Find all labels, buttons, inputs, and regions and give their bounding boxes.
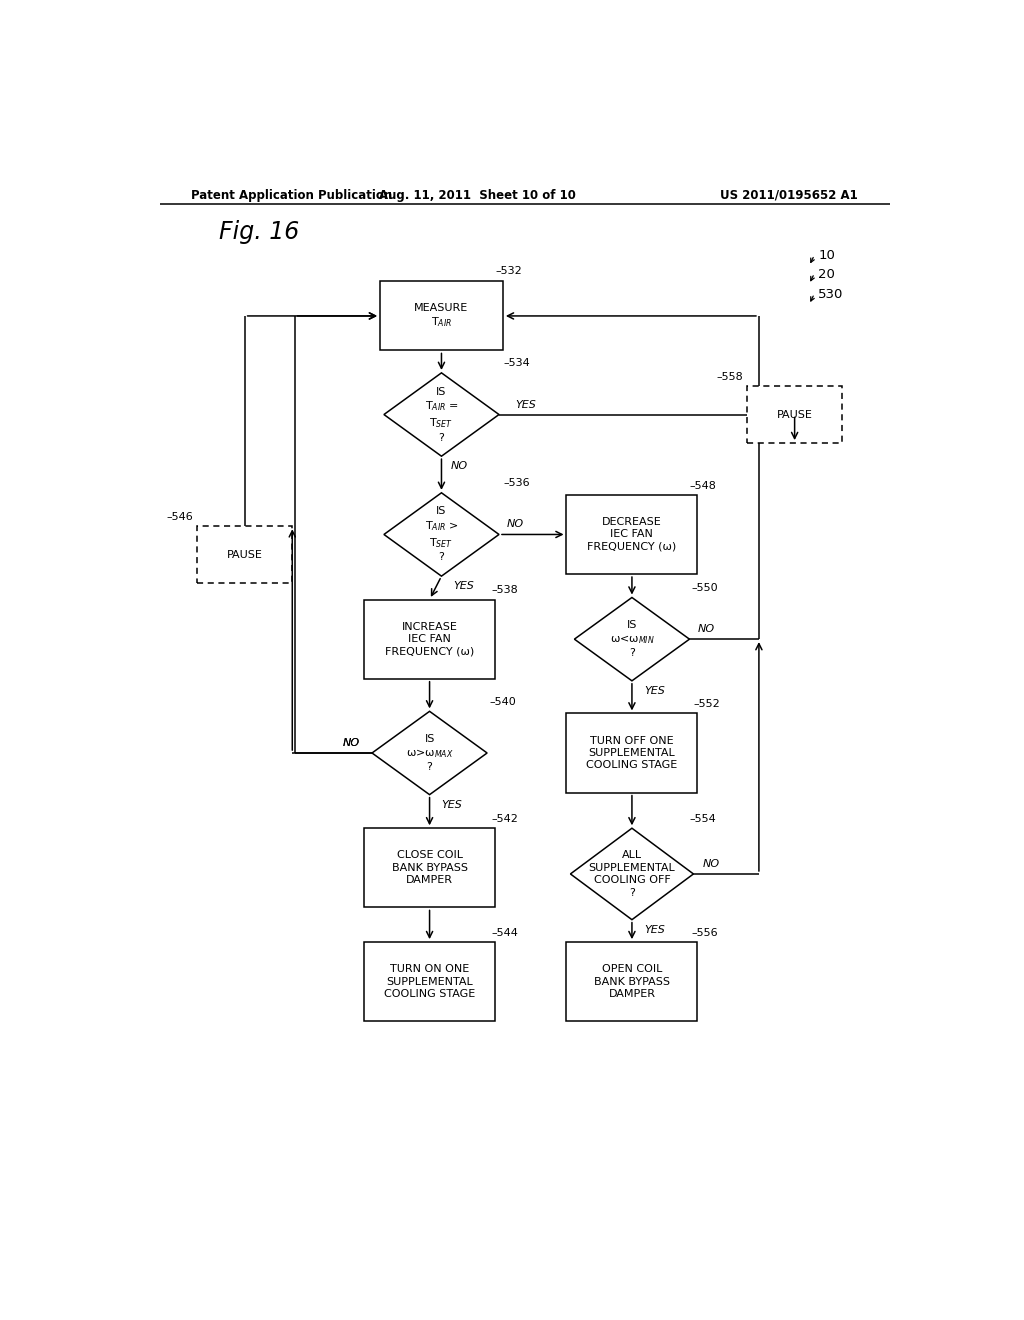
Text: MEASURE
T$_{AIR}$: MEASURE T$_{AIR}$ [415,302,469,330]
Polygon shape [570,828,693,920]
Text: –558: –558 [717,372,743,381]
Text: –536: –536 [503,478,529,487]
Text: –550: –550 [692,583,719,594]
Text: –556: –556 [691,928,718,939]
Text: –538: –538 [492,586,518,595]
Bar [566,713,697,792]
Text: DECREASE
IEC FAN
FREQUENCY (ω): DECREASE IEC FAN FREQUENCY (ω) [588,517,677,552]
Text: TURN OFF ONE
SUPPLEMENTAL
COOLING STAGE: TURN OFF ONE SUPPLEMENTAL COOLING STAGE [587,735,678,771]
Text: PAUSE: PAUSE [776,409,813,420]
Text: NO: NO [697,624,715,634]
Text: Fig. 16: Fig. 16 [219,219,299,244]
Bar [566,495,697,574]
Text: IS
T$_{AIR}$ =
T$_{SET}$
?: IS T$_{AIR}$ = T$_{SET}$ ? [425,387,459,442]
Text: –542: –542 [492,814,518,824]
Bar [365,599,495,678]
Text: NO: NO [343,738,360,748]
Text: –540: –540 [489,697,516,708]
Text: YES: YES [441,800,463,810]
Text: –546: –546 [166,512,194,523]
Text: US 2011/0195652 A1: US 2011/0195652 A1 [720,189,858,202]
Text: Patent Application Publication: Patent Application Publication [191,189,393,202]
Text: IS
T$_{AIR}$ >
T$_{SET}$
?: IS T$_{AIR}$ > T$_{SET}$ ? [425,507,459,562]
Polygon shape [384,372,499,457]
Bar [365,942,495,1022]
Bar [566,942,697,1022]
Bar [197,527,292,583]
Text: ALL
SUPPLEMENTAL
COOLING OFF
?: ALL SUPPLEMENTAL COOLING OFF ? [589,850,675,898]
Text: –544: –544 [492,928,518,939]
Polygon shape [574,598,689,681]
Bar [748,385,842,444]
Text: –548: –548 [689,480,717,491]
Text: IS
ω<ω$_{MIN}$
?: IS ω<ω$_{MIN}$ ? [609,620,654,659]
Text: 20: 20 [818,268,836,281]
Text: YES: YES [515,400,536,411]
Text: 530: 530 [818,288,844,301]
Polygon shape [384,492,499,576]
Text: NO: NO [451,462,468,471]
Text: –554: –554 [689,814,716,824]
Text: IS
ω>ω$_{MAX}$
?: IS ω>ω$_{MAX}$ ? [406,734,454,772]
Text: Aug. 11, 2011  Sheet 10 of 10: Aug. 11, 2011 Sheet 10 of 10 [379,189,575,202]
Text: PAUSE: PAUSE [226,550,262,560]
Text: 10: 10 [818,249,836,263]
Bar [365,828,495,907]
Polygon shape [372,711,487,795]
Text: –552: –552 [693,700,720,709]
Text: –532: –532 [495,267,522,276]
Text: NO: NO [343,738,360,748]
Text: YES: YES [454,581,474,591]
Text: YES: YES [644,686,665,696]
Text: OPEN COIL
BANK BYPASS
DAMPER: OPEN COIL BANK BYPASS DAMPER [594,965,670,999]
Text: INCREASE
IEC FAN
FREQUENCY (ω): INCREASE IEC FAN FREQUENCY (ω) [385,622,474,656]
Text: TURN ON ONE
SUPPLEMENTAL
COOLING STAGE: TURN ON ONE SUPPLEMENTAL COOLING STAGE [384,965,475,999]
Text: NO: NO [702,859,720,869]
Text: CLOSE COIL
BANK BYPASS
DAMPER: CLOSE COIL BANK BYPASS DAMPER [391,850,468,886]
Text: YES: YES [644,925,665,935]
Bar [380,281,503,351]
Text: –534: –534 [503,358,529,368]
Text: NO: NO [507,519,524,529]
